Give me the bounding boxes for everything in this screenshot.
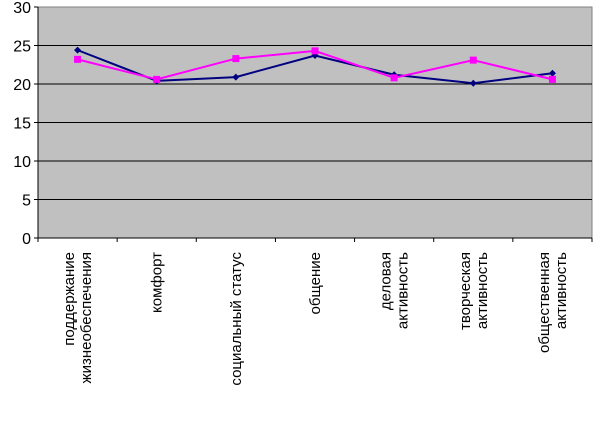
x-category-label-line: социальный статус [228,252,245,386]
y-tick-label: 25 [13,39,31,56]
x-category-label-line: комфорт [149,252,166,313]
x-category-label-line: общественная [536,252,553,353]
x-category-label-line: творческая [457,252,474,330]
x-category-label: творческаяактивность [457,252,491,330]
x-category-label-line: активность [553,252,570,329]
data-point-square [232,55,240,63]
data-point-square [469,56,477,64]
data-point-diamond [469,79,477,87]
y-tick-label: 30 [13,0,31,17]
x-category-label-line: общение [307,252,324,314]
x-category-label: комфорт [149,252,166,313]
x-category-label-line: активность [474,252,491,329]
data-point-diamond [74,46,82,54]
x-category-label-line: жизнеобеспечения [78,252,95,383]
data-point-square [153,75,161,83]
gridlines [34,6,592,239]
x-category-label-line: деловая [378,252,395,310]
series-group [74,46,556,87]
x-category-label: деловаяактивность [378,252,412,329]
x-category-label-line: поддержание [61,252,78,346]
y-tick-label: 5 [22,193,31,210]
data-point-square [74,55,82,63]
data-point-square [548,75,556,83]
x-category-label: общественнаяактивность [536,252,570,353]
data-point-square [311,47,319,55]
y-tick-label: 20 [13,77,31,94]
data-point-square [390,74,398,82]
y-axis-tick-labels: 0 5 10 15 20 25 30 [13,0,31,248]
data-point-diamond [548,69,556,77]
x-category-label-line: активность [395,252,412,329]
data-point-diamond [232,73,240,81]
y-tick-label: 10 [13,154,31,171]
x-category-label: общение [307,252,324,314]
axes [37,7,593,242]
x-category-label: поддержаниежизнеобеспечения [61,252,95,383]
x-axis-category-labels: поддержаниежизнеобеспечения комфорт социал… [61,252,570,386]
x-category-label: социальный статус [228,252,245,386]
y-tick-label: 15 [13,116,31,133]
y-tick-label: 0 [22,231,31,248]
